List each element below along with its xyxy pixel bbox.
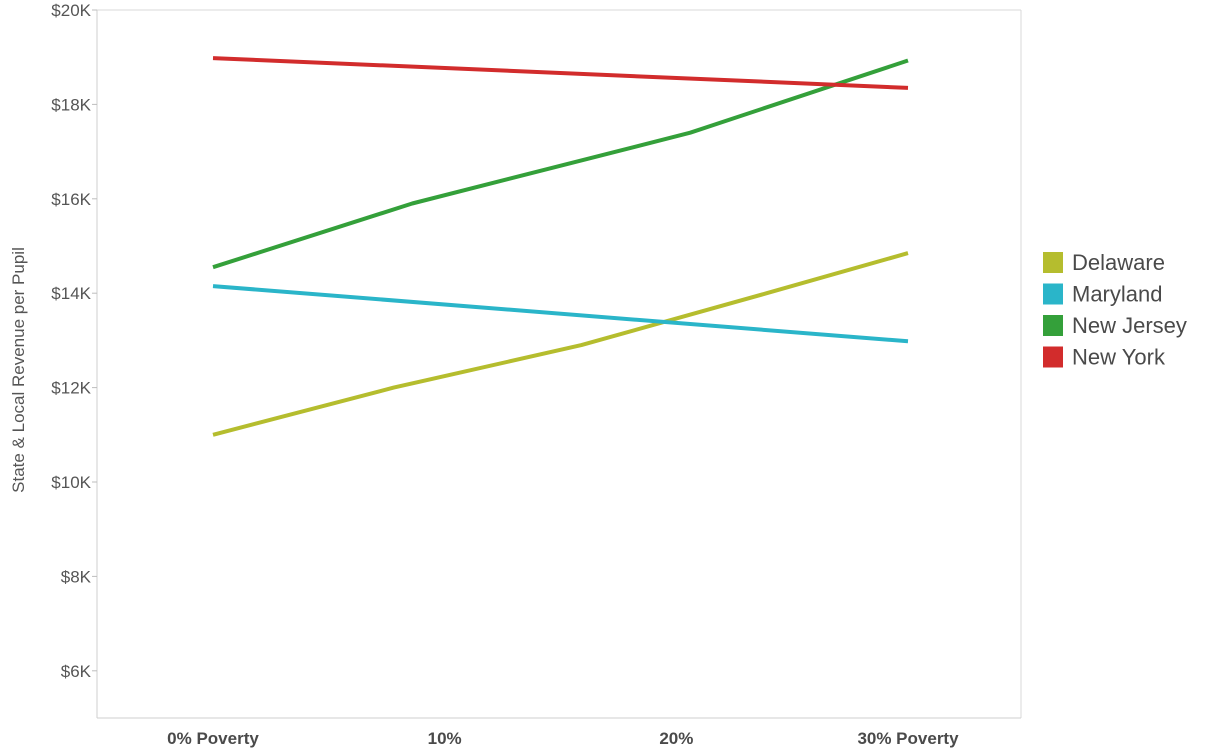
legend-item-delaware[interactable]: Delaware bbox=[1043, 250, 1165, 275]
x-tick-label: 20% bbox=[659, 729, 693, 748]
y-tick-label: $20K bbox=[51, 1, 91, 20]
legend[interactable]: Delaware Maryland New Jersey New York bbox=[1043, 250, 1187, 370]
y-tick-label: $6K bbox=[61, 662, 92, 681]
series-line-maryland bbox=[212, 284, 909, 344]
series-lines bbox=[212, 56, 909, 437]
y-axis-title: State & Local Revenue per Pupil bbox=[9, 247, 28, 493]
legend-swatch bbox=[1043, 283, 1063, 305]
plot-frame bbox=[96, 9, 1022, 719]
x-tick-label: 10% bbox=[428, 729, 462, 748]
legend-item-maryland[interactable]: Maryland bbox=[1043, 282, 1162, 307]
y-tick-label: $8K bbox=[61, 567, 92, 586]
x-axis-ticks: 0% Poverty 10% 20% 30% Poverty bbox=[167, 729, 959, 748]
legend-label: Delaware bbox=[1072, 250, 1165, 275]
y-tick-label: $10K bbox=[51, 473, 91, 492]
x-tick-label: 30% Poverty bbox=[857, 729, 959, 748]
legend-item-new-jersey[interactable]: New Jersey bbox=[1043, 313, 1187, 338]
series-line-delaware bbox=[212, 251, 909, 437]
legend-label: New Jersey bbox=[1072, 313, 1187, 338]
y-tick-label: $14K bbox=[51, 284, 91, 303]
legend-swatch bbox=[1043, 346, 1063, 368]
y-tick-label: $12K bbox=[51, 379, 91, 398]
y-tick-label: $16K bbox=[51, 190, 91, 209]
legend-label: New York bbox=[1072, 345, 1166, 370]
x-tick-label: 0% Poverty bbox=[167, 729, 259, 748]
y-tick-label: $18K bbox=[51, 95, 91, 114]
series-line-new-jersey bbox=[212, 58, 909, 270]
legend-swatch bbox=[1043, 252, 1063, 273]
legend-item-new-york[interactable]: New York bbox=[1043, 345, 1166, 370]
series-line-new-york bbox=[212, 56, 909, 90]
legend-swatch bbox=[1043, 315, 1063, 336]
legend-label: Maryland bbox=[1072, 282, 1162, 307]
y-axis-ticks: $6K $8K $10K $12K $14K $16K $18K $20K bbox=[51, 1, 97, 681]
